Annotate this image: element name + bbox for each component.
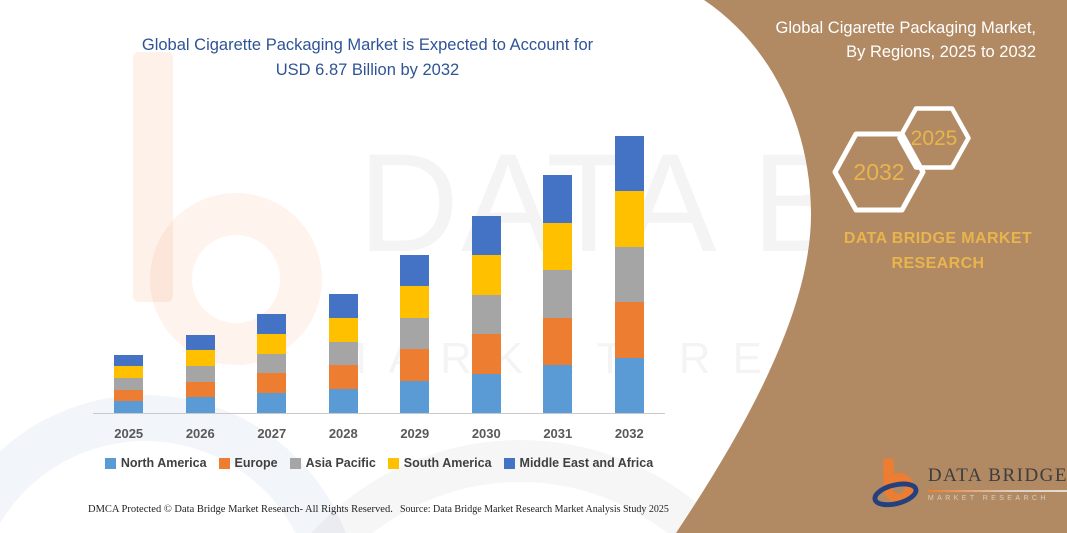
bar-segment-2028 <box>328 389 358 413</box>
bar-segment-2029 <box>400 317 430 350</box>
x-axis-labels: 2025 2026 2027 2028 2029 2030 2031 2032 <box>93 426 665 442</box>
bar-2032 <box>614 136 644 413</box>
legend-label: North America <box>120 456 207 470</box>
data-bridge-logo-icon <box>872 458 919 508</box>
legend-swatch-icon <box>289 457 301 469</box>
bar-segment-2029 <box>400 349 430 382</box>
bar-segment-2031 <box>543 270 573 318</box>
legend-swatch-icon <box>503 457 515 469</box>
legend-swatch-icon <box>387 457 399 469</box>
bar-segment-2029 <box>400 286 430 318</box>
dmca-text: DMCA Protected © Data Bridge Market Rese… <box>88 504 393 515</box>
legend-label: Asia Pacific <box>305 456 376 470</box>
bar-2030 <box>471 215 501 413</box>
chart-title-line2: USD 6.87 Billion by 2032 <box>275 61 460 79</box>
brand-text: DATA BRIDGE MARKET RESEARCH <box>818 226 1058 276</box>
bar-2028 <box>328 294 358 413</box>
bar-2027 <box>257 314 287 413</box>
bar-segment-2026 <box>185 381 215 398</box>
bar-segment-2031 <box>543 365 573 413</box>
hexagon-outline-icon <box>897 106 971 170</box>
legend-item: Middle East and Africa <box>503 456 654 470</box>
bar-segment-2026 <box>185 365 215 382</box>
bar-segment-2030 <box>471 373 501 413</box>
bar-segment-2026 <box>185 350 215 366</box>
logo-name: DATA BRIDGE <box>927 464 1067 486</box>
x-axis-label-2028: 2028 <box>328 426 358 441</box>
bar-segment-2031 <box>543 222 573 271</box>
bar-2031 <box>543 175 573 413</box>
x-axis-label-2030: 2030 <box>471 426 501 441</box>
bar-segment-2025 <box>114 366 144 378</box>
bar-segment-2031 <box>543 317 573 366</box>
bar-2029 <box>400 254 430 413</box>
chart-title: Global Cigarette Packaging Market is Exp… <box>95 33 640 83</box>
bar-segment-2032 <box>614 191 644 248</box>
bar-2025 <box>114 354 144 413</box>
logo-subtitle: MARKET RESEARCH <box>927 494 1049 502</box>
bar-segment-2030 <box>471 255 501 295</box>
x-axis-label-2027: 2027 <box>257 426 287 441</box>
right-panel-title-line1: Global Cigarette Packaging Market, <box>775 19 1036 37</box>
bar-segment-2027 <box>257 353 287 374</box>
bar-segment-2027 <box>257 314 287 334</box>
right-panel-shape <box>676 0 1067 533</box>
bar-segment-2032 <box>614 302 644 358</box>
footer: DMCA Protected © Data Bridge Market Rese… <box>0 504 700 520</box>
bar-segment-2025 <box>114 401 144 413</box>
right-panel-title: Global Cigarette Packaging Market, By Re… <box>776 16 1036 64</box>
bar-segment-2032 <box>614 357 644 413</box>
bar-segment-2028 <box>328 294 358 318</box>
legend-item: South America <box>387 456 492 470</box>
hexagon-2025-label: 2025 <box>911 127 958 150</box>
bar-segment-2025 <box>114 377 144 390</box>
bar-segment-2031 <box>543 175 573 223</box>
legend-item: Europe <box>218 456 278 470</box>
hexagon-2025: 2025 <box>897 106 971 170</box>
bar-segment-2027 <box>257 393 287 413</box>
bar-segment-2032 <box>614 136 644 192</box>
legend-swatch-icon <box>218 457 230 469</box>
legend-swatch-icon <box>104 457 116 469</box>
chart-title-line1: Global Cigarette Packaging Market is Exp… <box>141 36 594 54</box>
bar-segment-2025 <box>114 389 144 402</box>
legend-label: Europe <box>234 456 278 470</box>
legend-label: South America <box>403 456 492 470</box>
brand-text-line1: DATA BRIDGE MARKET <box>843 230 1033 247</box>
legend-item: North America <box>104 456 207 470</box>
bar-segment-2027 <box>257 373 287 394</box>
x-axis-label-2031: 2031 <box>543 426 573 441</box>
bar-segment-2025 <box>114 354 144 367</box>
hexagon-2032-label: 2032 <box>853 159 904 185</box>
bar-segment-2032 <box>614 247 644 303</box>
bar-segment-2027 <box>257 333 287 354</box>
source-text: Source: Data Bridge Market Research Mark… <box>400 504 669 515</box>
legend-item: Asia Pacific <box>289 456 376 470</box>
bar-segment-2026 <box>185 397 215 413</box>
bar-segment-2030 <box>471 215 501 255</box>
x-axis-label-2032: 2032 <box>614 426 644 441</box>
bar-segment-2030 <box>471 334 501 374</box>
x-axis-label-2029: 2029 <box>400 426 430 441</box>
bar-segment-2030 <box>471 294 501 334</box>
legend: North America Europe Asia Pacific South Ame… <box>85 456 673 470</box>
bar-segment-2029 <box>400 254 430 287</box>
x-axis-label-2025: 2025 <box>114 426 144 441</box>
brand-text-line2: RESEARCH <box>891 255 985 272</box>
bar-segment-2026 <box>185 334 215 351</box>
bar-segment-2028 <box>328 365 358 390</box>
logo-divider <box>927 489 1067 492</box>
data-bridge-logo: DATA BRIDGE MARKET RESEARCH <box>872 447 1067 519</box>
bar-2026 <box>185 334 215 413</box>
legend-label: Middle East and Africa <box>519 456 654 470</box>
right-panel-title-line2: By Regions, 2025 to 2032 <box>846 43 1036 61</box>
plot-area <box>93 136 665 414</box>
bar-segment-2028 <box>328 341 358 366</box>
x-axis-label-2026: 2026 <box>185 426 215 441</box>
bar-segment-2028 <box>328 317 358 342</box>
bar-segment-2029 <box>400 381 430 413</box>
